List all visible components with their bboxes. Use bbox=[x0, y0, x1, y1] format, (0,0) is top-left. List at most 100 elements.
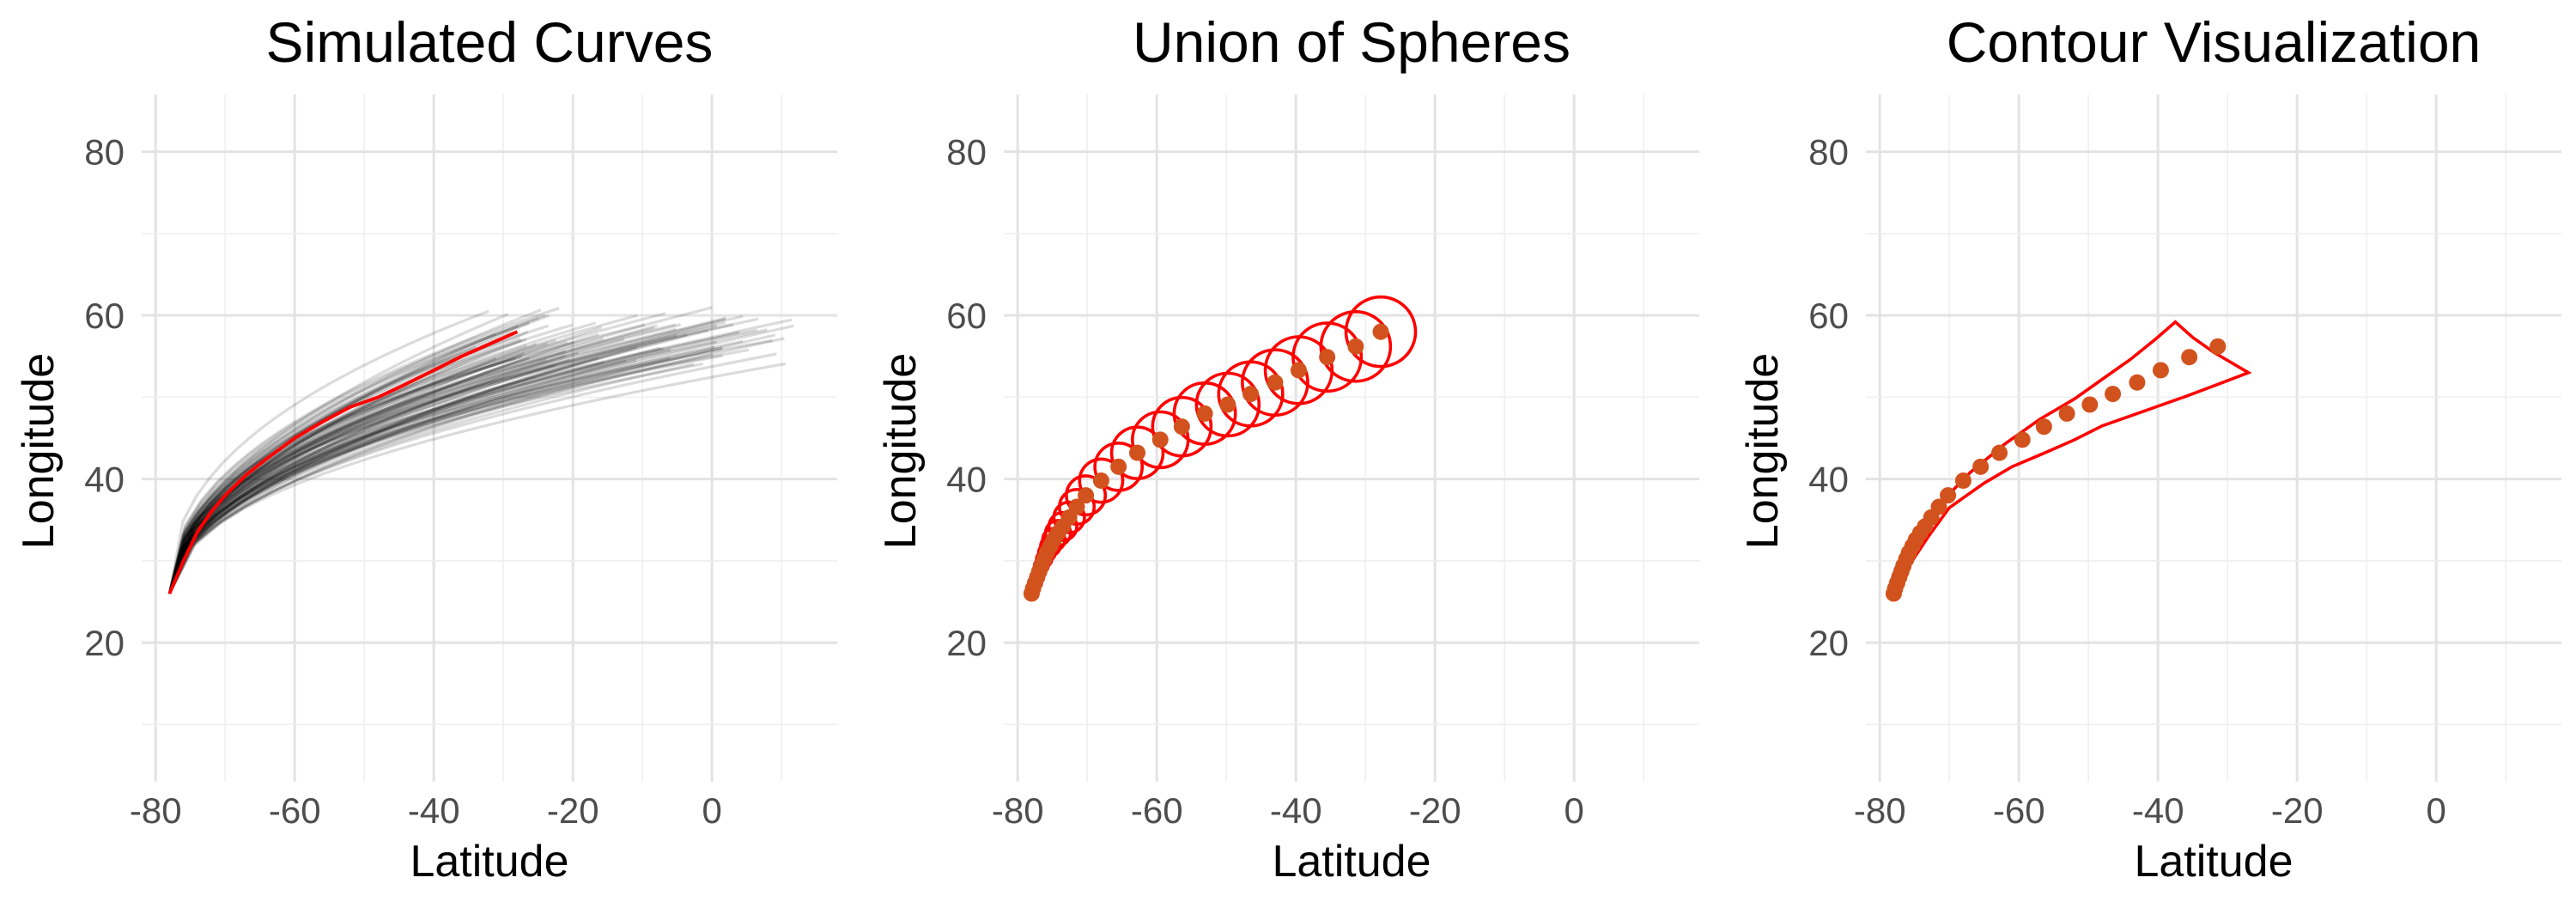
x-tick-labels: -80 -60 -40 -20 0 bbox=[130, 790, 722, 831]
y-tick-labels: 20 40 60 80 bbox=[946, 132, 987, 663]
simulated-curve bbox=[167, 348, 750, 594]
simulated-curve bbox=[167, 327, 677, 594]
simulated-curve bbox=[167, 358, 637, 594]
simulated-curve bbox=[167, 324, 718, 594]
panel-title: Contour Visualization bbox=[1947, 10, 2482, 74]
grid bbox=[1004, 94, 1699, 782]
sphere-circle bbox=[1058, 487, 1097, 527]
simulated-curve bbox=[167, 357, 530, 594]
simulated-curve bbox=[167, 347, 723, 594]
x-tick-label: -40 bbox=[2132, 790, 2184, 831]
panel-contour-visualization: Contour Visualization -80 -60 -40 -20 0 20 40… bbox=[1738, 10, 2561, 887]
sphere-circle bbox=[1241, 348, 1309, 417]
simulated-curve bbox=[167, 323, 677, 594]
simulated-curve bbox=[167, 314, 550, 594]
center-point bbox=[1267, 374, 1284, 391]
y-tick-labels: 20 40 60 80 bbox=[1808, 132, 1849, 663]
x-tick-labels: -80 -60 -40 -20 0 bbox=[1854, 790, 2446, 831]
simulated-curve bbox=[167, 323, 646, 594]
x-tick-label: -20 bbox=[547, 790, 599, 831]
simulated-curve bbox=[167, 357, 497, 594]
y-tick-labels: 20 40 60 80 bbox=[84, 132, 125, 663]
y-tick-label: 60 bbox=[1808, 296, 1849, 336]
center-point bbox=[1068, 498, 1085, 515]
simulated-curve bbox=[167, 331, 740, 594]
simulated-curve bbox=[167, 323, 734, 594]
simulated-curve bbox=[167, 316, 727, 594]
y-tick-label: 20 bbox=[946, 623, 987, 663]
simulated-curve bbox=[167, 333, 776, 594]
center-point bbox=[2129, 374, 2146, 391]
simulated-curve bbox=[167, 357, 671, 594]
simulated-curve bbox=[167, 351, 580, 594]
y-axis-title: Longitude bbox=[14, 353, 64, 549]
simulated-curve bbox=[167, 324, 658, 594]
panel-title: Simulated Curves bbox=[266, 10, 714, 74]
simulated-curve bbox=[167, 359, 627, 594]
center-point bbox=[1954, 472, 1971, 490]
center-point bbox=[1110, 458, 1127, 475]
center-point bbox=[2181, 349, 2198, 366]
simulated-curve bbox=[167, 363, 695, 594]
simulated-curve bbox=[167, 318, 726, 594]
center-point bbox=[1991, 444, 2008, 461]
center-point bbox=[2152, 362, 2169, 379]
simulated-curve bbox=[167, 346, 723, 594]
y-tick-label: 40 bbox=[1808, 460, 1849, 500]
center-point bbox=[1930, 498, 1947, 515]
simulated-curve bbox=[167, 338, 625, 594]
simulated-curve bbox=[167, 320, 726, 594]
simulated-curve bbox=[167, 354, 723, 594]
simulated-curve bbox=[167, 344, 528, 594]
simulated-curve bbox=[167, 363, 556, 594]
simulated-curve bbox=[167, 358, 547, 594]
center-point bbox=[1219, 396, 1236, 413]
simulated-curve bbox=[167, 339, 744, 594]
x-tick-label: 0 bbox=[2427, 790, 2446, 831]
simulated-curve bbox=[167, 347, 664, 594]
center-point bbox=[1242, 386, 1260, 403]
simulated-curve bbox=[167, 333, 677, 594]
simulated-curve bbox=[167, 346, 661, 594]
panel-title: Union of Spheres bbox=[1133, 10, 1571, 74]
simulated-curve bbox=[167, 326, 655, 594]
x-tick-label: -60 bbox=[269, 790, 321, 831]
simulated-curve bbox=[167, 338, 773, 594]
center-point bbox=[2014, 431, 2031, 448]
simulated-curve bbox=[167, 325, 519, 594]
simulated-curve bbox=[167, 340, 718, 594]
simulated-curve bbox=[167, 345, 638, 594]
plot-marks bbox=[1885, 320, 2252, 602]
sphere-circle bbox=[1151, 395, 1213, 458]
simulated-curve bbox=[167, 357, 516, 594]
center-point bbox=[2081, 396, 2099, 413]
simulated-curve bbox=[167, 363, 704, 594]
center-point bbox=[2035, 418, 2052, 436]
sphere-circle bbox=[1093, 441, 1144, 492]
simulated-curve bbox=[167, 314, 744, 594]
center-point bbox=[2209, 338, 2227, 355]
sphere-circle bbox=[1291, 321, 1364, 393]
y-axis-title: Longitude bbox=[1738, 353, 1788, 549]
center-point bbox=[1151, 431, 1169, 448]
y-tick-label: 60 bbox=[84, 296, 125, 336]
simulated-curve bbox=[167, 316, 540, 594]
simulated-curve bbox=[167, 314, 546, 594]
x-tick-labels: -80 -60 -40 -20 0 bbox=[992, 790, 1584, 831]
simulated-curve bbox=[167, 328, 757, 594]
x-tick-label: -40 bbox=[408, 790, 460, 831]
simulated-curve bbox=[167, 317, 759, 594]
x-tick-label: -60 bbox=[1993, 790, 2045, 831]
x-tick-label: -20 bbox=[1409, 790, 1461, 831]
simulated-curve bbox=[167, 360, 605, 594]
simulated-curve bbox=[167, 326, 602, 594]
plot-marks bbox=[167, 306, 794, 594]
center-point bbox=[1372, 323, 1389, 340]
center-point bbox=[2105, 386, 2122, 403]
simulated-curve bbox=[167, 306, 713, 594]
center-point bbox=[1129, 444, 1146, 461]
center-point bbox=[1940, 487, 1957, 504]
simulated-curve bbox=[167, 329, 709, 594]
sphere-circle bbox=[1065, 474, 1108, 517]
